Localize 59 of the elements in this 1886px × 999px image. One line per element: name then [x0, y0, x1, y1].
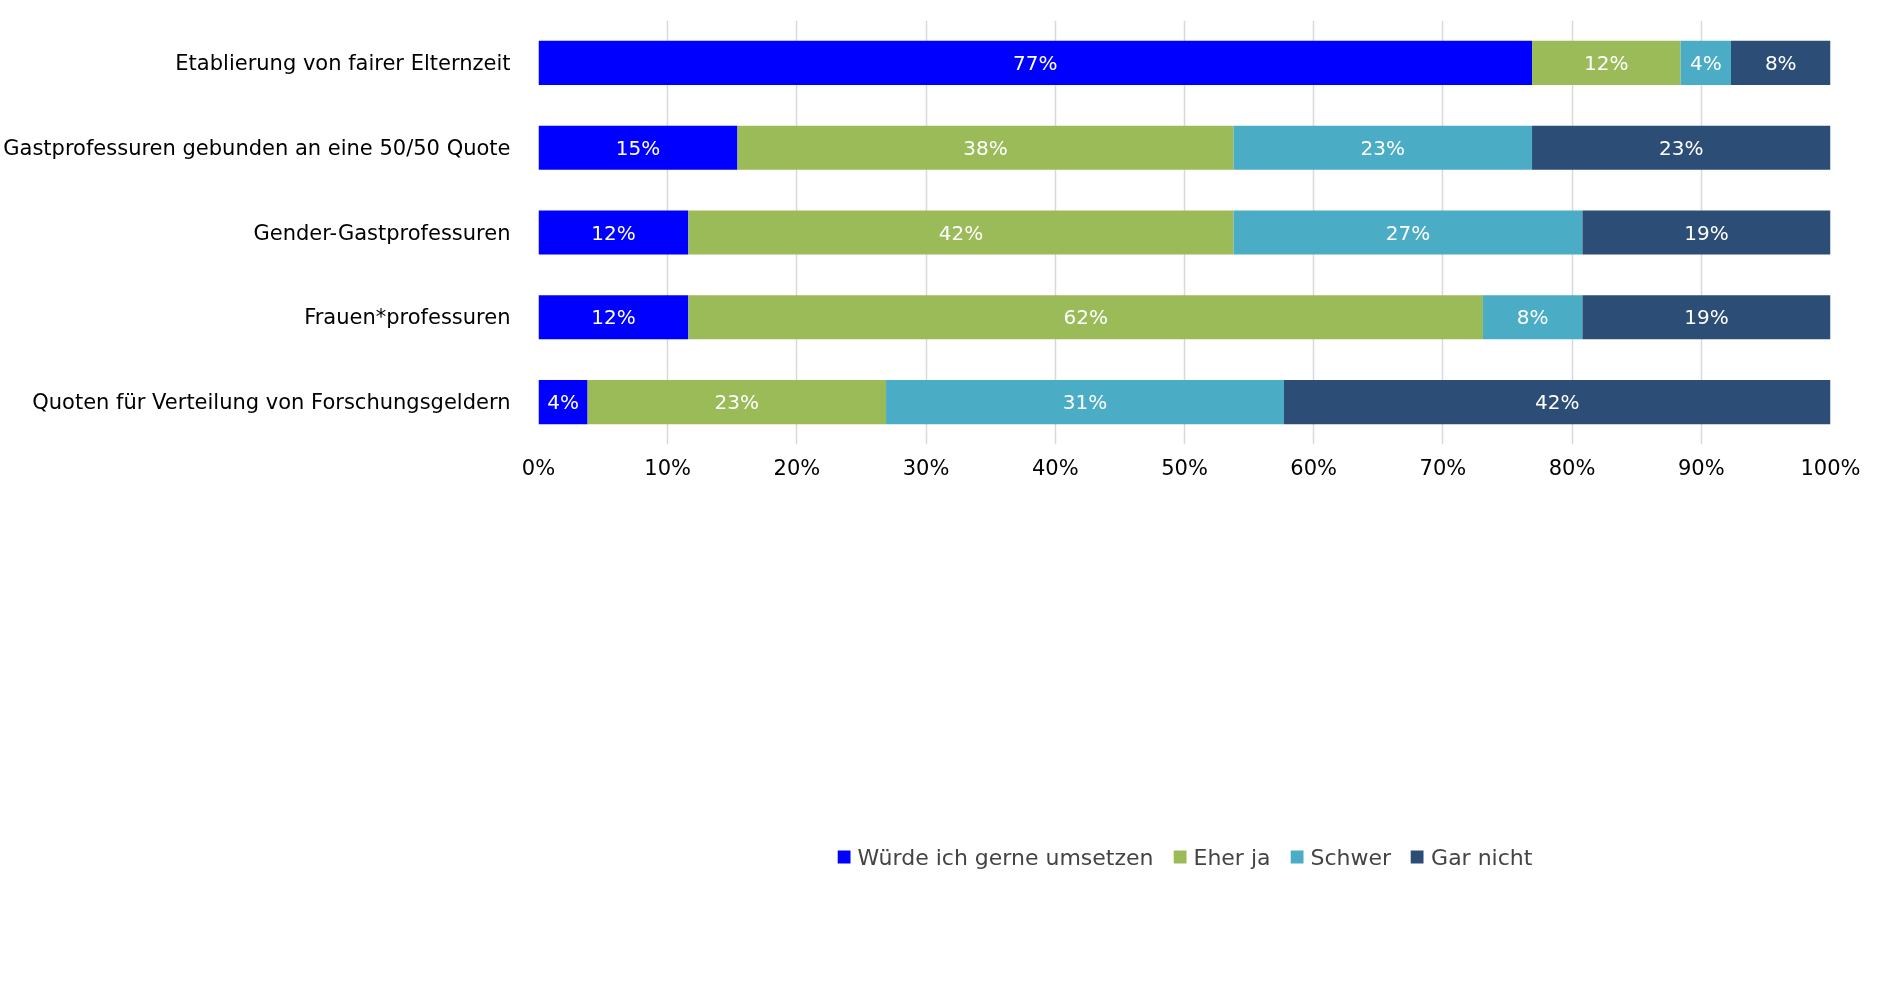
x-tick-label: 0% [521, 455, 556, 480]
x-tick-label: 80% [1548, 455, 1596, 480]
x-tick-label: 20% [773, 455, 821, 480]
data-label: 27% [1385, 220, 1431, 245]
bar [538, 125, 738, 170]
bar [1582, 210, 1831, 255]
data-label: 77% [1013, 50, 1058, 75]
bar [1731, 40, 1831, 85]
y-tick-label: Frauen*professuren [304, 305, 511, 330]
data-label: 19% [1684, 305, 1729, 330]
x-tick-label: 60% [1290, 455, 1338, 480]
data-label: 8% [1764, 50, 1797, 75]
legend-label: Eher ja [1193, 844, 1271, 870]
data-label: 4% [1689, 50, 1722, 75]
bar [1233, 125, 1533, 170]
data-label: 31% [1062, 390, 1108, 415]
bar [886, 380, 1284, 425]
data-label: 19% [1684, 220, 1729, 245]
legend-label: Schwer [1310, 844, 1392, 870]
data-label: 62% [1063, 305, 1108, 330]
data-label: 15% [615, 135, 661, 160]
data-label: 23% [1360, 135, 1406, 160]
legend-label: Würde ich gerne umsetzen [857, 844, 1154, 870]
data-label: 42% [938, 220, 984, 245]
x-tick-label: 100% [1800, 455, 1861, 480]
bar [688, 295, 1483, 340]
y-tick-label: Gastprofessuren gebunden an eine 50/50 Quote [3, 135, 511, 160]
x-tick-label: 40% [1031, 455, 1079, 480]
bar [538, 210, 689, 255]
x-tick-label: 70% [1419, 455, 1467, 480]
bar [737, 125, 1234, 170]
data-label: 23% [1659, 135, 1704, 160]
data-label: 12% [591, 305, 636, 330]
x-tick-label: 10% [644, 455, 692, 480]
bar [538, 40, 1533, 85]
bar [1532, 125, 1831, 170]
bar [538, 380, 588, 425]
legend-label: Gar nicht [1431, 844, 1533, 870]
x-tick-label: 30% [902, 455, 950, 480]
x-tick-label: 50% [1161, 455, 1208, 480]
data-label: 42% [1535, 390, 1580, 415]
data-label: 12% [1584, 50, 1629, 75]
x-tick-label: 90% [1677, 455, 1725, 480]
bar [587, 380, 887, 425]
bar [1482, 295, 1583, 340]
y-tick-label: Quoten für Verteilung von Forschungsgeldern [32, 390, 511, 415]
bar [538, 295, 689, 340]
data-label: 38% [963, 135, 1008, 160]
bar [688, 210, 1234, 255]
bar [1532, 40, 1681, 85]
bar [1582, 295, 1831, 340]
data-label: 8% [1516, 305, 1549, 330]
data-label: 12% [591, 220, 636, 245]
bar [1233, 210, 1583, 255]
bar [1283, 380, 1831, 425]
data-label: 23% [714, 390, 760, 415]
data-label: 4% [547, 390, 579, 415]
y-tick-label: Gender-Gastprofessuren [253, 220, 511, 245]
y-tick-label: Etablierung von fairer Elternzeit [175, 50, 511, 75]
